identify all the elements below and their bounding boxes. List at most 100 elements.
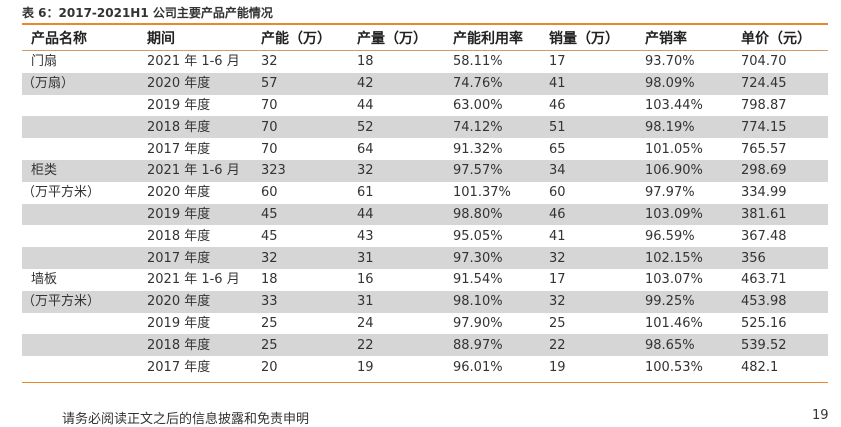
product-blank-cell [22,116,138,139]
product-unit-cell: （万平方米） [22,185,101,201]
table-caption: 表 6：2017-2021H1 公司主要产品产能情况 [22,6,273,20]
sales-cell: 46 [549,97,566,113]
output-cell: 44 [357,97,374,113]
table-row: 2019 年度 25 24 97.90% 25 101.46% 525.16 [22,313,828,335]
capacity-cell: 70 [261,141,278,157]
disclaimer-footer: 请务必阅读正文之后的信息披露和免责申明 [62,412,310,427]
bottom-rule [22,382,828,383]
table-row: 2017 年度 32 31 97.30% 32 102.15% 356 [22,247,828,269]
table-body: 门扇 2021 年 1-6 月 32 18 58.11% 17 93.70% 704.70 （万… [22,50,828,378]
table-row: 门扇 2021 年 1-6 月 32 18 58.11% 17 93.70% 704.70 [22,50,828,73]
sales-ratio-cell: 98.19% [636,116,732,139]
top-rule [22,23,828,25]
unit-price-cell: 704.70 [741,54,787,70]
header-utilization: 产能利用率 [444,25,540,51]
capacity-cell: 60 [261,185,278,201]
period-cell: 2018 年度 [138,334,252,357]
sales-ratio-cell: 98.09% [636,72,732,95]
table-row: 2017 年度 70 64 91.32% 65 101.05% 765.57 [22,138,828,160]
header-capacity: 产能（万） [252,25,348,51]
period-cell: 2020 年度 [138,72,252,95]
sales-ratio-cell: 98.65% [636,334,732,357]
sales-cell: 17 [549,54,566,70]
table-row: 2018 年度 45 43 95.05% 41 96.59% 367.48 [22,225,828,247]
capacity-cell: 32 [252,247,348,269]
utilization-cell: 101.37% [453,185,511,201]
product-blank-cell [22,334,138,357]
sales-ratio-cell: 97.97% [645,185,695,201]
unit-price-cell: 482.1 [741,359,779,375]
header-row: 产品名称 期间 产能（万） 产量（万） 产能利用率 销量（万） 产销率 单价（元… [22,25,828,51]
product-unit-cell: （万平方米） [22,290,138,313]
sales-ratio-cell: 106.90% [636,159,732,182]
output-cell: 18 [357,54,374,70]
output-cell: 31 [348,247,444,269]
sales-ratio-cell: 93.70% [645,54,695,70]
output-cell: 61 [357,185,374,201]
utilization-cell: 63.00% [453,97,503,113]
period-cell: 2017 年度 [138,247,252,269]
sales-cell: 17 [549,272,566,288]
sales-cell: 51 [540,116,636,139]
table-row: 柜类 2021 年 1-6 月 323 32 97.57% 34 106.90% 298.69 [22,159,828,182]
sales-ratio-cell: 100.53% [645,359,703,375]
sales-ratio-cell: 96.59% [645,228,695,244]
sales-ratio-cell: 103.09% [636,203,732,226]
product-blank-cell [22,203,138,226]
utilization-cell: 91.32% [453,141,503,157]
table-row: （万平方米） 2020 年度 33 31 98.10% 32 99.25% 453.98 [22,290,828,313]
capacity-cell: 70 [261,97,278,113]
capacity-table: 产品名称 期间 产能（万） 产量（万） 产能利用率 销量（万） 产销率 单价（元… [22,25,828,378]
product-unit-cell: （万扇） [22,72,138,95]
period-cell: 2021 年 1-6 月 [147,272,240,288]
sales-cell: 46 [540,203,636,226]
table-row: 2019 年度 45 44 98.80% 46 103.09% 381.61 [22,203,828,226]
utilization-cell: 97.90% [453,315,503,331]
output-cell: 24 [357,315,374,331]
product-blank-cell [22,225,138,247]
unit-price-cell: 765.57 [741,141,787,157]
product-blank-cell [22,95,138,117]
sales-cell: 22 [540,334,636,357]
period-cell: 2018 年度 [147,228,211,244]
output-cell: 31 [348,290,444,313]
table-row: （万扇） 2020 年度 57 42 74.76% 41 98.09% 724.45 [22,72,828,95]
sales-cell: 32 [540,290,636,313]
sales-cell: 19 [549,359,566,375]
period-cell: 2019 年度 [138,203,252,226]
unit-price-cell: 774.15 [732,116,828,139]
unit-price-cell: 798.87 [741,97,787,113]
product-blank-cell [22,138,138,160]
utilization-cell: 96.01% [453,359,503,375]
output-cell: 32 [348,159,444,182]
period-cell: 2019 年度 [147,97,211,113]
sales-ratio-cell: 103.07% [645,272,703,288]
sales-cell: 34 [540,159,636,182]
output-cell: 19 [357,359,374,375]
utilization-cell: 74.76% [444,72,540,95]
unit-price-cell: 356 [732,247,828,269]
capacity-cell: 323 [252,159,348,182]
period-cell: 2020 年度 [147,185,211,201]
sales-cell: 41 [549,228,566,244]
period-cell: 2021 年 1-6 月 [138,159,252,182]
output-cell: 16 [357,272,374,288]
unit-price-cell: 724.45 [732,72,828,95]
output-cell: 22 [348,334,444,357]
table-row: （万平方米） 2020 年度 60 61 101.37% 60 97.97% 334.99 [22,182,828,204]
utilization-cell: 88.97% [444,334,540,357]
utilization-cell: 98.10% [444,290,540,313]
unit-price-cell: 334.99 [741,185,787,201]
unit-price-cell: 453.98 [732,290,828,313]
sales-cell: 65 [549,141,566,157]
period-cell: 2019 年度 [147,315,211,331]
sales-cell: 25 [549,315,566,331]
capacity-cell: 25 [252,334,348,357]
header-unit-price: 单价（元） [732,25,828,51]
output-cell: 64 [357,141,374,157]
utilization-cell: 58.11% [453,54,503,70]
product-blank-cell [22,313,138,335]
period-cell: 2017 年度 [147,359,211,375]
utilization-cell: 97.30% [444,247,540,269]
sales-cell: 32 [540,247,636,269]
